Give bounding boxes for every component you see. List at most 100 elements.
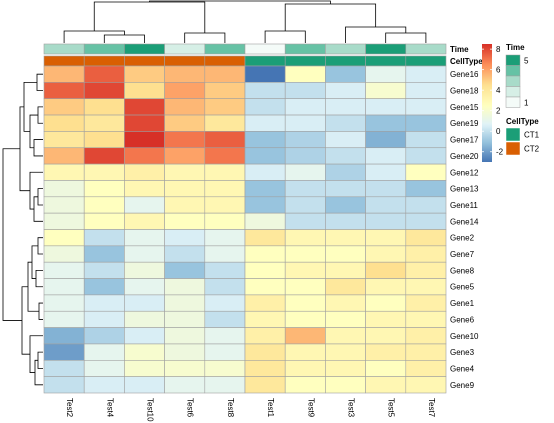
heatmap-cell <box>164 327 206 345</box>
heatmap-cell <box>124 294 165 312</box>
heatmap-cell <box>124 114 165 132</box>
heatmap-cell <box>204 245 246 263</box>
heatmap-cell <box>325 376 366 394</box>
dendrogram-link <box>29 171 43 210</box>
heatmap-cell <box>325 65 366 83</box>
heatmap-cell <box>405 131 447 149</box>
row-label: Gene7 <box>450 250 475 259</box>
heatmap-cell <box>284 114 326 132</box>
heatmap-cell <box>164 82 206 99</box>
heatmap-cell <box>43 245 85 263</box>
heatmap-cell <box>124 196 165 214</box>
heatmap-cell <box>284 196 326 214</box>
row-dendrogram <box>2 73 43 386</box>
heatmap-cell <box>164 278 206 296</box>
heatmap-cell <box>325 196 366 214</box>
row-label: Gene12 <box>450 168 479 177</box>
time-legend-swatch <box>505 75 521 87</box>
heatmap-cell <box>124 180 165 198</box>
heatmap-cell <box>244 163 286 181</box>
heatmap-cell <box>244 245 286 263</box>
heatmap-cell <box>244 376 286 394</box>
celltype-legend-label: CT2 <box>524 145 540 154</box>
heatmap-cell <box>284 343 326 361</box>
heatmap-cell <box>244 131 286 149</box>
heatmap-cell <box>284 310 326 328</box>
heatmap-cell <box>405 294 447 312</box>
heatmap-cell <box>164 261 206 279</box>
heatmap-cell <box>405 278 447 296</box>
heatmap-cell <box>164 114 206 132</box>
heatmap-cell <box>284 98 326 116</box>
heatmap-cell <box>124 163 165 181</box>
row-label: Gene1 <box>450 299 475 308</box>
dendrogram-link <box>37 237 43 255</box>
heatmap-cell <box>284 261 326 279</box>
time-annotation-cell <box>284 43 326 55</box>
column-label: Test6 <box>186 398 195 418</box>
heatmap-cell <box>405 147 447 165</box>
heatmap-cell <box>284 147 326 165</box>
heatmap-cell <box>365 376 407 394</box>
celltype-annotation-label: CellType <box>450 57 483 66</box>
heatmap-cell <box>164 147 206 165</box>
heatmap-cell <box>204 98 246 116</box>
heatmap-cell <box>405 310 447 328</box>
scale-tick-label: 4 <box>496 86 501 95</box>
heatmap-cell <box>124 147 165 165</box>
row-label: Gene18 <box>450 87 479 96</box>
heatmap-cell <box>325 343 366 361</box>
heatmap-cell <box>124 245 165 263</box>
celltype-annotation-cell <box>365 55 407 67</box>
heatmap-cell <box>204 376 246 394</box>
time-annotation-label: Time <box>450 45 469 54</box>
heatmap-cell <box>124 229 165 247</box>
dendrogram-link <box>29 335 43 373</box>
heatmap-cell <box>164 131 206 149</box>
heatmap-cell <box>325 278 366 296</box>
heatmap-cell <box>325 294 366 312</box>
row-label: Gene3 <box>450 348 475 357</box>
heatmap-cell <box>43 278 85 296</box>
heatmap-cell <box>325 163 366 181</box>
heatmap-cell <box>124 343 165 361</box>
heatmap-cell <box>83 343 125 361</box>
row-label: Gene5 <box>450 283 475 292</box>
heatmap-cell <box>124 278 165 296</box>
heatmap-cell <box>124 98 165 116</box>
celltype-legend-label: CT1 <box>524 131 540 140</box>
heatmap-cell <box>204 278 246 296</box>
heatmap-cell <box>365 245 407 263</box>
row-label: Gene13 <box>450 185 479 194</box>
dendrogram-link <box>36 73 43 91</box>
celltype-annotation-cell <box>164 55 206 67</box>
column-label: Test10 <box>146 398 155 422</box>
scale-tick-label: 0 <box>496 127 501 136</box>
heatmap-cell <box>83 245 125 263</box>
heatmap-cell <box>124 212 165 230</box>
heatmap-cell <box>204 359 246 377</box>
heatmap-cell <box>204 131 246 149</box>
celltype-annotation-cell <box>244 55 286 67</box>
time-legend-tick-label: 1 <box>524 98 529 107</box>
celltype-legend-swatch <box>505 141 521 156</box>
heatmap-cell <box>405 229 447 247</box>
heatmap-cell <box>284 245 326 263</box>
row-labels: Gene16 Gene18 Gene15 Gene19 Gene17 Gene20 Gene… <box>450 70 479 390</box>
heatmap-cell <box>164 310 206 328</box>
heatmap-cell <box>164 229 206 247</box>
celltype-legend-swatch <box>505 127 521 142</box>
heatmap-cell <box>325 245 366 263</box>
heatmap-cell <box>204 114 246 132</box>
heatmap-cell <box>284 278 326 296</box>
heatmap-cell <box>325 114 366 132</box>
heatmap-cell <box>365 327 407 345</box>
heatmap-cell <box>43 212 85 230</box>
dendrogram-link <box>37 351 43 369</box>
time-annotation-bar <box>43 43 447 55</box>
heatmap-cell <box>325 310 366 328</box>
heatmap-cell <box>325 212 366 230</box>
dendrogram-link <box>37 106 43 124</box>
celltype-annotation-cell <box>405 55 447 67</box>
heatmap-cell <box>325 131 366 149</box>
